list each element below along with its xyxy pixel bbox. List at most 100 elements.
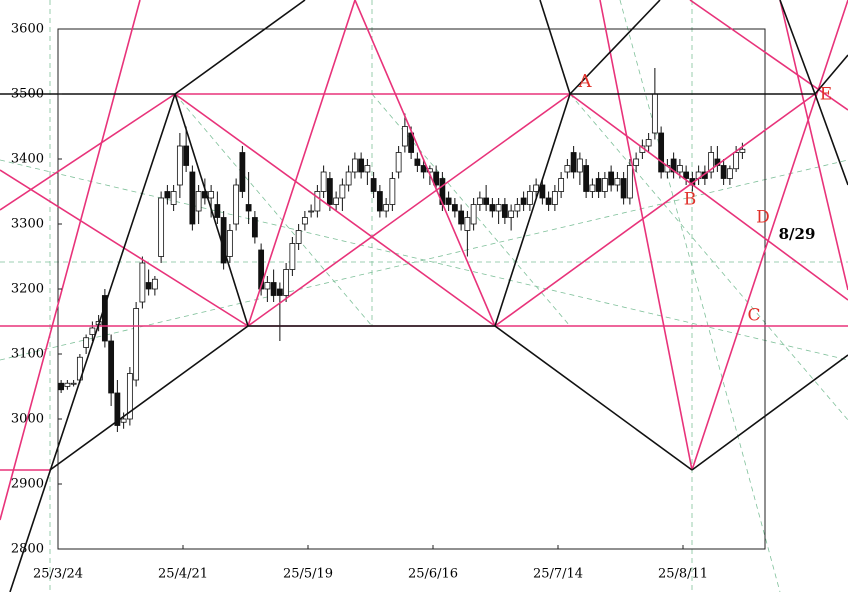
pink-line [779,0,848,291]
black-line [174,0,306,95]
guide-line [174,93,373,327]
y-tick-label: 3000 [11,412,44,427]
candle-body [470,204,477,225]
candle-body [458,210,465,225]
candle-body [645,139,652,147]
candle-body [326,178,333,205]
black-line [174,93,249,327]
candle-body [514,204,521,212]
candle-body [495,204,502,212]
candle-body [539,184,546,199]
candle-body [383,204,390,212]
candle-body [420,165,427,173]
candle-body [239,152,246,192]
candle-body [145,282,152,290]
candle-body [720,165,727,179]
black-line [569,0,661,95]
candle-body [270,282,277,296]
candle-body [726,168,733,179]
candle-body [608,171,615,186]
candle-body [595,178,602,192]
pink-line [174,93,496,327]
candle-body [733,152,740,170]
candle-body [170,191,177,205]
candle-body [208,191,215,199]
black-line [779,0,816,95]
candle-body [601,178,608,192]
pink-line [691,0,848,471]
x-tick-label: 25/5/19 [283,567,333,582]
candle-body [414,158,421,166]
candle-body [576,158,583,173]
y-tick-label: 3200 [11,282,44,297]
candle-body [651,93,658,134]
candle-body [589,184,596,192]
candle-body [64,382,71,387]
candle-body [370,178,377,192]
pink-line [494,93,816,327]
black-line [494,325,693,471]
candle-body [508,210,515,218]
candle-body [339,184,346,199]
candle-body [683,171,690,179]
candle-body [570,152,577,173]
candle-body [476,197,483,205]
candle-body [364,165,371,173]
candle-body [276,288,283,296]
guide-line [619,0,781,592]
candle-body [101,295,108,342]
candle-body [314,191,321,212]
candle-body [526,191,533,205]
candle-body [214,204,221,218]
candle-body [483,197,490,205]
candle-body [251,217,258,238]
y-tick-label: 3300 [11,217,44,232]
candle-body [351,158,358,173]
x-tick-label: 25/6/16 [408,567,458,582]
annotation: B [684,190,697,210]
annotation: A [578,71,593,92]
guide-line [371,93,571,327]
black-line [539,0,571,95]
candle-body [676,165,683,173]
candle-body [264,282,271,290]
y-tick-label: 3500 [11,87,44,102]
x-tick-label: 25/4/21 [158,567,208,582]
black-line [814,93,848,186]
annotation: D [756,208,770,228]
candle-body [401,126,408,147]
x-tick-label: 25/3/24 [33,567,83,582]
candle-body [558,178,565,192]
candle-body [289,243,296,270]
annotation: C [747,306,760,326]
annotation: 8/29 [779,225,816,243]
candle-body [195,191,202,212]
candle-body [189,171,196,225]
candle-body [114,392,121,426]
candle-body [408,132,415,153]
pink-line [247,93,571,327]
candle-body [376,191,383,212]
candle-body [164,191,171,199]
candle-body [358,158,365,173]
candle-body [126,373,133,420]
candle-body [489,204,496,212]
candle-body [626,165,633,199]
black-line [691,354,848,471]
candle-body [70,382,77,385]
candle-body [120,418,127,423]
annotation: E [820,85,832,105]
candle-body [395,152,402,173]
x-tick-label: 25/8/11 [658,567,708,582]
candle-body [633,158,640,166]
candle-body [83,337,90,348]
pink-line [569,93,848,301]
candle-body [445,197,452,205]
x-tick-label: 25/7/14 [533,567,583,582]
candle-body [320,171,327,192]
candle-body [176,145,183,186]
pink-line [689,0,848,111]
y-tick-label: 3600 [11,22,44,37]
